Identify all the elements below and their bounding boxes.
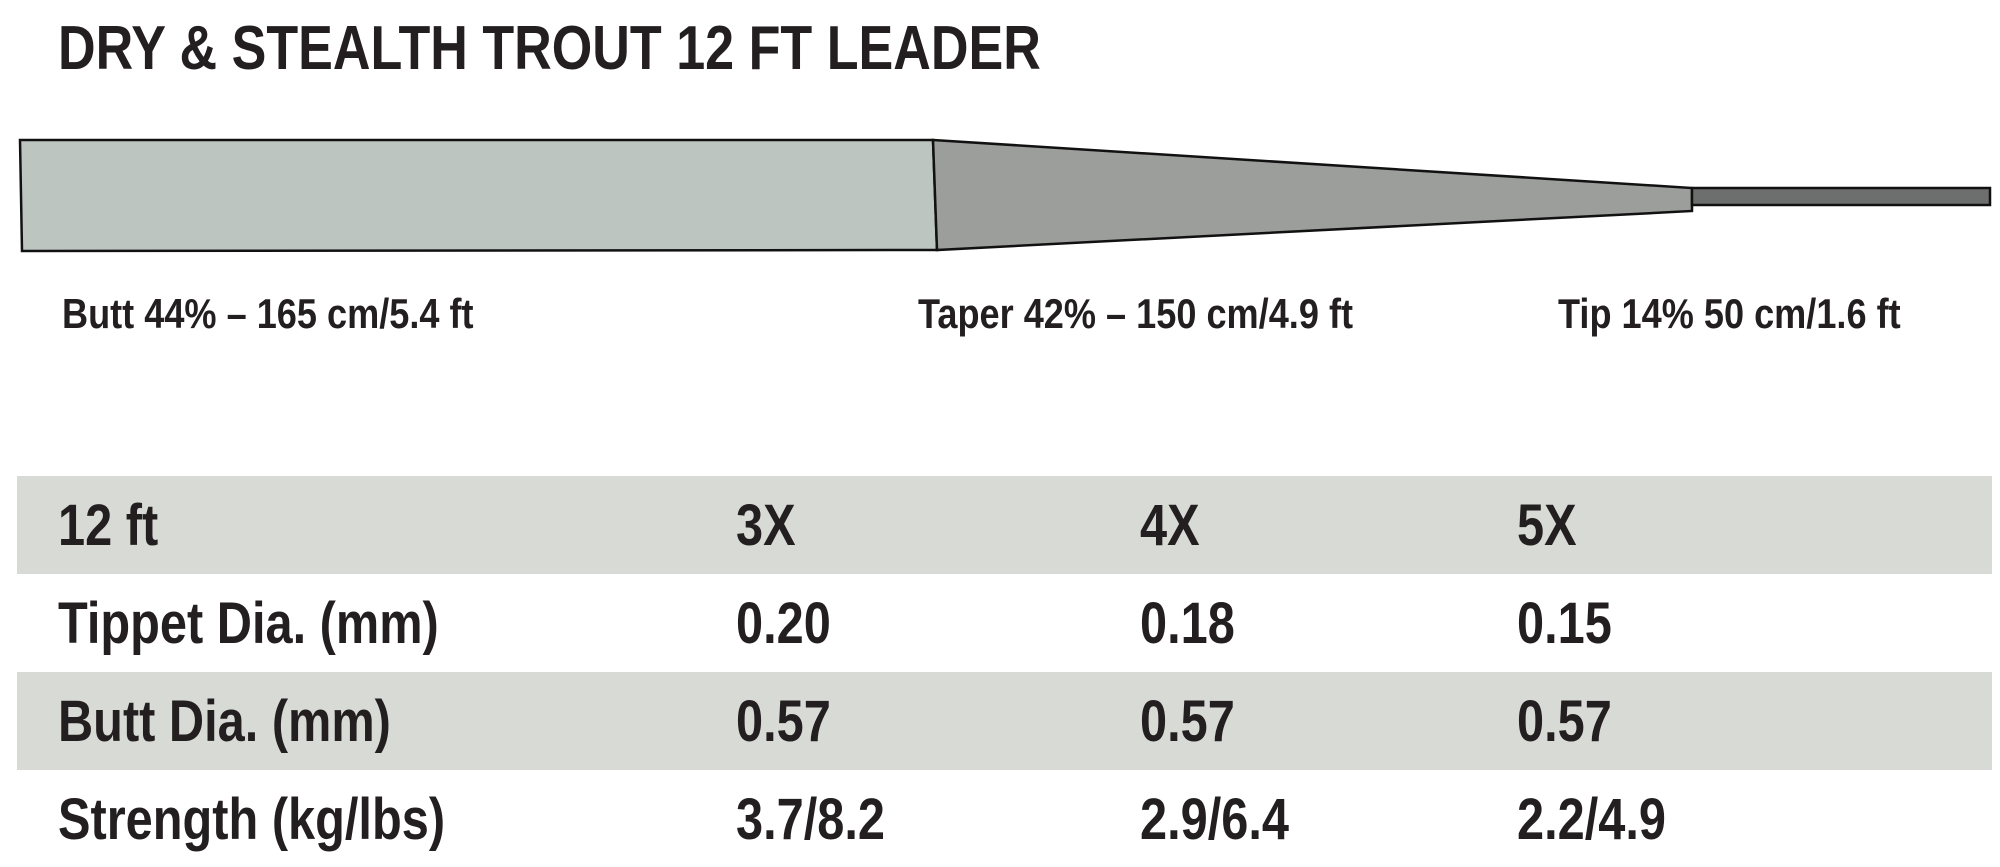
cell-value: 0.15 bbox=[1517, 590, 1612, 656]
cell-value: 0.57 bbox=[1517, 688, 1612, 754]
butt-section-label: Butt 44% – 165 cm/5.4 ft bbox=[62, 290, 474, 337]
table-header-row: 12 ft 3X 4X 5X bbox=[17, 476, 1992, 574]
header-size-label: 12 ft bbox=[58, 492, 159, 558]
butt-section-shape bbox=[18, 138, 939, 253]
taper-section-label: Taper 42% – 150 cm/4.9 ft bbox=[918, 290, 1354, 337]
header-col-3x: 3X bbox=[736, 492, 796, 558]
spec-table: 12 ft 3X 4X 5X Tippet Dia. (mm) 0.20 0.1… bbox=[17, 476, 1992, 867]
table-row-strength: Strength (kg/lbs) 3.7/8.2 2.9/6.4 2.2/4.… bbox=[17, 770, 1992, 867]
page-title: DRY & STEALTH TROUT 12 FT LEADER bbox=[58, 14, 1041, 83]
header-col-5x: 5X bbox=[1517, 492, 1577, 558]
cell-value: 2.9/6.4 bbox=[1140, 786, 1289, 852]
header-col-4x: 4X bbox=[1140, 492, 1200, 558]
taper-section-shape bbox=[931, 138, 1694, 252]
row-label: Tippet Dia. (mm) bbox=[58, 590, 439, 656]
cell-value: 0.20 bbox=[736, 590, 831, 656]
cell-value: 0.57 bbox=[1140, 688, 1235, 754]
row-label: Butt Dia. (mm) bbox=[58, 688, 391, 754]
cell-value: 3.7/8.2 bbox=[736, 786, 885, 852]
row-label: Strength (kg/lbs) bbox=[58, 786, 446, 852]
table-row-butt-dia: Butt Dia. (mm) 0.57 0.57 0.57 bbox=[17, 672, 1992, 770]
tip-section-label: Tip 14% 50 cm/1.6 ft bbox=[1558, 290, 1901, 337]
table-row-tippet-dia: Tippet Dia. (mm) 0.20 0.18 0.15 bbox=[17, 574, 1992, 672]
tip-section-shape bbox=[1690, 186, 1992, 207]
cell-value: 0.57 bbox=[736, 688, 831, 754]
cell-value: 2.2/4.9 bbox=[1517, 786, 1666, 852]
cell-value: 0.18 bbox=[1140, 590, 1235, 656]
